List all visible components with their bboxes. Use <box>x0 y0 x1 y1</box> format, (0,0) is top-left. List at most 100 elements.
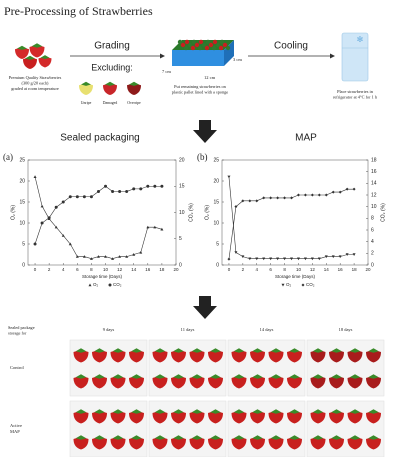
y-axis-label: O₂ (%) <box>10 205 16 220</box>
strawberry <box>231 411 247 424</box>
data-point <box>54 225 58 229</box>
data-point <box>139 187 143 191</box>
strawberry-leaves <box>368 409 379 414</box>
strawberry <box>23 57 37 69</box>
strawberry <box>250 411 265 424</box>
strawberry <box>152 437 168 450</box>
y2-tick-label: 8 <box>371 216 374 222</box>
data-point <box>146 225 150 229</box>
data-point <box>111 257 115 260</box>
x-tick-label: 8 <box>90 267 93 272</box>
strawberry <box>268 350 284 363</box>
y-tick-label: 25 <box>213 157 219 163</box>
y2-tick-label: 0 <box>371 262 374 268</box>
y-tick-label: 25 <box>19 157 25 163</box>
data-point <box>283 196 287 200</box>
strawberry-leaves <box>210 348 221 353</box>
data-point <box>352 187 356 191</box>
strawberry <box>250 437 265 450</box>
data-point <box>68 242 72 246</box>
column-label: 11 days <box>181 327 195 332</box>
data-point <box>61 200 65 204</box>
strawberry <box>310 437 326 450</box>
y2-axis-label: CO₂ (%) <box>380 203 386 222</box>
strawberry-leaves <box>75 374 87 379</box>
strawberry-leaves <box>312 348 324 353</box>
strawberry <box>329 437 344 450</box>
data-point <box>132 187 136 191</box>
caption: Place strawberries in <box>337 89 374 94</box>
strawberry <box>171 437 186 450</box>
strawberry-leaves <box>105 81 115 86</box>
pallet-berry <box>201 42 207 48</box>
strawberry <box>110 350 126 363</box>
strawberry-leaves <box>191 435 203 440</box>
strawberry <box>329 411 344 424</box>
data-point <box>283 257 287 261</box>
strawberry-leaves <box>75 435 87 440</box>
x-tick-label: 2 <box>48 267 51 272</box>
strawberry <box>231 350 247 363</box>
legend-label: CO₂ <box>306 282 315 287</box>
strawberry <box>15 47 29 59</box>
strawberry <box>110 411 126 424</box>
strawberry-leaves <box>289 374 300 379</box>
y2-tick-label: 5 <box>179 236 182 242</box>
x-tick-label: 14 <box>324 267 330 272</box>
pallet-berry <box>222 42 228 48</box>
dimension: 7 cm <box>162 69 171 74</box>
dimension: 3 cm <box>233 57 242 62</box>
exclusion-label: Unripe <box>81 101 92 105</box>
data-point <box>33 175 37 178</box>
strawberry-leaves <box>191 374 203 379</box>
row-label: MAP <box>10 429 20 434</box>
strawberry-leaves <box>233 374 245 379</box>
data-point <box>89 257 93 260</box>
exclusion-label: Damaged <box>103 101 118 105</box>
strawberry <box>287 437 302 450</box>
strawberry <box>250 350 265 363</box>
pallet-berry <box>204 45 210 51</box>
pallet-berry <box>212 39 218 45</box>
y-tick-label: 5 <box>216 241 219 247</box>
x-tick-label: 14 <box>131 267 137 272</box>
exclusion-label: Overripe <box>127 101 141 105</box>
legend-marker <box>301 283 305 287</box>
pallet-side <box>224 40 234 66</box>
strawberry-leaves <box>349 435 361 440</box>
caption: (300 g/20 each) <box>22 80 50 85</box>
sponge <box>172 50 224 66</box>
pallet-berry <box>225 45 231 51</box>
strawberry-leaves <box>131 374 142 379</box>
pallet-berry <box>184 39 190 45</box>
pallet-berry <box>194 42 200 48</box>
step-label: Grading <box>94 41 130 52</box>
x-tick-label: 4 <box>256 267 259 272</box>
strawberry-leaves <box>270 409 282 414</box>
strawberry <box>38 57 52 68</box>
strawberry <box>92 411 107 424</box>
strawberry-leaves <box>131 435 142 440</box>
legend-marker <box>108 283 112 287</box>
y2-tick-label: 0 <box>179 262 182 268</box>
data-point <box>324 255 328 259</box>
data-point <box>82 255 86 258</box>
data-point <box>290 196 294 200</box>
strawberry <box>366 350 381 363</box>
data-point <box>262 196 266 200</box>
pallet-berry <box>177 39 183 45</box>
y-axis-label: O₂ (%) <box>204 205 210 220</box>
step-label: Cooling <box>274 41 308 52</box>
strawberry <box>129 376 144 389</box>
data-point <box>338 255 342 259</box>
x-tick-label: 20 <box>173 267 179 272</box>
x-tick-label: 18 <box>352 267 358 272</box>
strawberry-leaves <box>331 409 342 414</box>
data-point <box>125 190 129 193</box>
data-point <box>61 234 65 237</box>
strawberry <box>171 411 186 424</box>
data-point <box>160 184 164 188</box>
data-point <box>310 193 314 197</box>
column-label: 14 days <box>260 327 274 332</box>
